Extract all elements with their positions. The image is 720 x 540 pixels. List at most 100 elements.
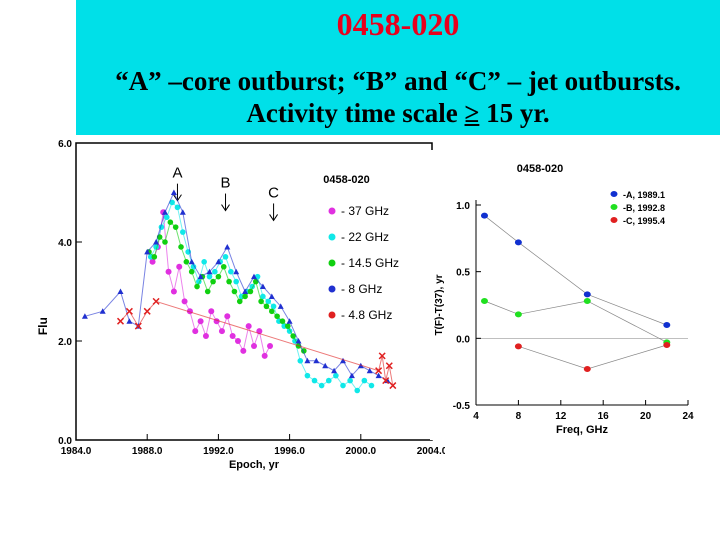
legend-label: - 37 GHz [341, 204, 389, 218]
data-point [165, 268, 172, 275]
series-fit-line [484, 215, 667, 326]
subtitle-line2-suffix: 15 yr. [479, 98, 550, 128]
data-point [152, 297, 160, 305]
data-point [274, 313, 280, 320]
legend-marker [610, 217, 618, 223]
data-point [663, 322, 671, 328]
data-point [286, 318, 293, 324]
data-point [172, 224, 179, 230]
data-point [313, 357, 320, 364]
data-point [318, 382, 325, 389]
data-point [277, 303, 284, 309]
plot-frame [75, 142, 433, 441]
data-point [259, 283, 266, 290]
data-point [269, 308, 275, 315]
slide-title: 0458-020 [336, 6, 460, 42]
data-point [169, 199, 175, 206]
data-point [236, 298, 243, 305]
data-point [514, 311, 522, 318]
data-point [181, 298, 188, 305]
data-point [285, 323, 291, 329]
data-point [228, 268, 234, 275]
legend-marker [610, 191, 618, 197]
data-point [340, 357, 346, 364]
legend-marker [328, 233, 336, 241]
annotation-label: C [268, 184, 279, 201]
data-point [226, 278, 232, 285]
x-tick-label: 2004.0 [417, 446, 445, 457]
chart-background [430, 150, 702, 440]
data-point [188, 258, 195, 265]
data-point [378, 352, 386, 360]
data-point [180, 229, 186, 235]
data-point [354, 387, 361, 394]
data-point [215, 273, 222, 280]
data-point [261, 352, 268, 359]
inset-chart-title: 0458-020 [517, 163, 564, 175]
slide-subtitle-line2: Activity time scale ≥ 15 yr. [76, 98, 720, 129]
y-tick-label: 0.0 [58, 436, 72, 447]
subtitle-line2-ge: ≥ [464, 98, 480, 128]
data-point [240, 347, 247, 354]
legend-label: - 22 GHz [341, 230, 389, 244]
data-point [385, 362, 393, 370]
x-axis-label: Freq, GHz [556, 424, 608, 436]
data-point [480, 298, 488, 304]
legend-marker [328, 311, 336, 319]
legend-label: - 4.8 GHz [341, 308, 392, 322]
data-point [480, 212, 488, 219]
y-tick-label: 2.0 [58, 337, 72, 348]
y-tick-label: 1.0 [456, 201, 470, 212]
x-tick-label: 8 [516, 411, 522, 422]
data-point [204, 288, 211, 295]
slide-subtitle-line1: “A” –core outburst; “B” and “C” – jet ou… [115, 66, 681, 96]
data-point [162, 209, 168, 215]
data-point [267, 342, 274, 349]
data-point [366, 367, 373, 374]
data-point [206, 273, 213, 280]
data-point [245, 323, 252, 330]
data-point [215, 258, 222, 265]
data-point [143, 307, 151, 315]
data-point [583, 366, 591, 372]
x-tick-label: 4 [473, 411, 479, 422]
data-point [252, 278, 259, 285]
data-point [322, 362, 329, 369]
data-point [265, 298, 272, 305]
legend-marker [328, 259, 336, 267]
x-tick-label: 12 [555, 411, 567, 422]
data-point [162, 239, 168, 245]
annotation-arrow-head [269, 214, 278, 222]
annotation-arrow-head [221, 204, 230, 212]
data-point [170, 288, 177, 295]
data-point [242, 293, 248, 300]
data-point [153, 239, 160, 245]
inset-title: 0458-020 [323, 174, 370, 186]
data-point [208, 308, 215, 315]
data-point [514, 239, 522, 246]
data-point [151, 254, 158, 260]
x-tick-label: 1996.0 [274, 446, 305, 457]
x-tick-label: 2000.0 [346, 446, 377, 457]
data-point [231, 288, 238, 295]
data-point [258, 298, 264, 305]
y-axis-label: T(F)-T(37), yr [434, 274, 445, 335]
data-point [167, 219, 174, 225]
data-point [222, 254, 229, 260]
x-axis-label: Epoch, yr [229, 459, 280, 471]
data-point [224, 243, 231, 250]
data-point [304, 372, 311, 379]
data-point [202, 333, 209, 340]
data-point [134, 322, 142, 330]
data-point [347, 377, 353, 384]
data-point [116, 317, 125, 325]
y-tick-label: 0.5 [456, 268, 470, 279]
data-point [242, 288, 249, 294]
data-point [210, 278, 216, 285]
data-point [304, 357, 311, 364]
data-point [99, 308, 106, 314]
data-point [170, 189, 177, 195]
data-point [224, 313, 231, 320]
data-point [233, 268, 240, 275]
legend-label: - 8 GHz [341, 282, 382, 296]
